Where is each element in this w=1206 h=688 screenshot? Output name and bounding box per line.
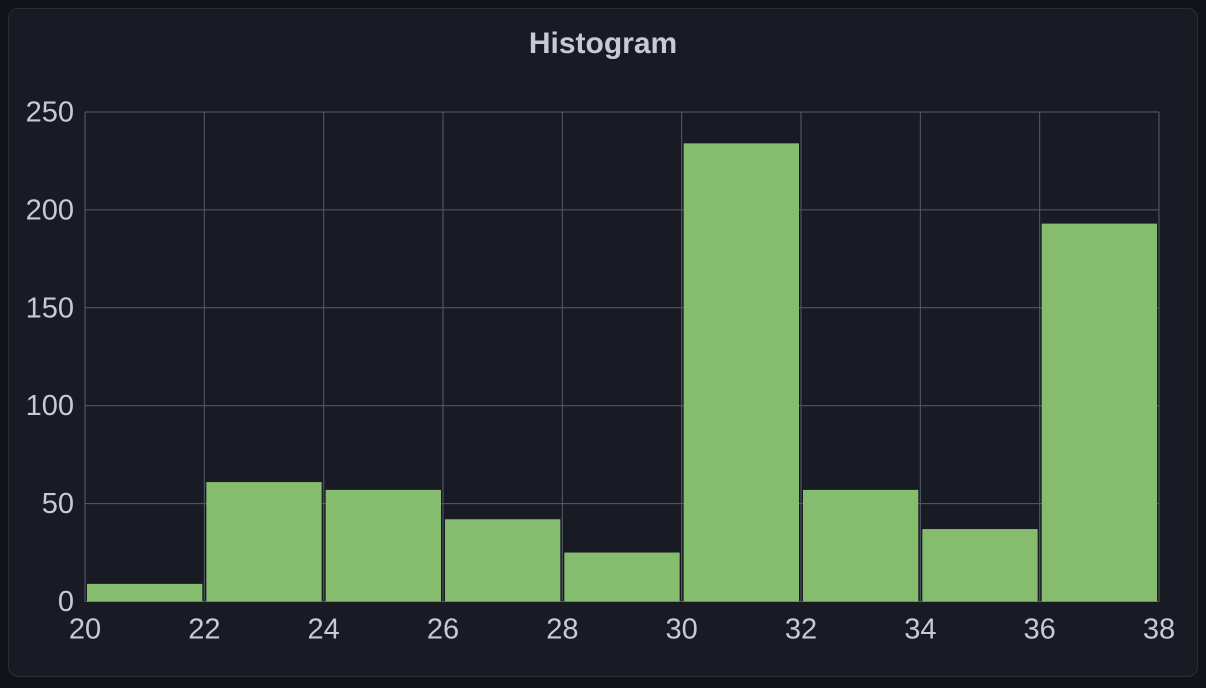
svg-text:250: 250: [26, 97, 74, 129]
svg-text:36: 36: [1024, 614, 1056, 646]
svg-text:30: 30: [666, 614, 698, 646]
svg-text:100: 100: [26, 390, 74, 422]
svg-text:32: 32: [785, 614, 817, 646]
svg-text:200: 200: [26, 194, 74, 226]
svg-text:38: 38: [1143, 614, 1175, 646]
svg-text:26: 26: [427, 614, 459, 646]
svg-text:22: 22: [188, 614, 220, 646]
svg-text:34: 34: [904, 614, 936, 646]
svg-text:28: 28: [546, 614, 578, 646]
svg-text:150: 150: [26, 292, 74, 324]
svg-text:50: 50: [42, 488, 74, 520]
svg-text:24: 24: [308, 614, 340, 646]
svg-text:20: 20: [69, 614, 101, 646]
